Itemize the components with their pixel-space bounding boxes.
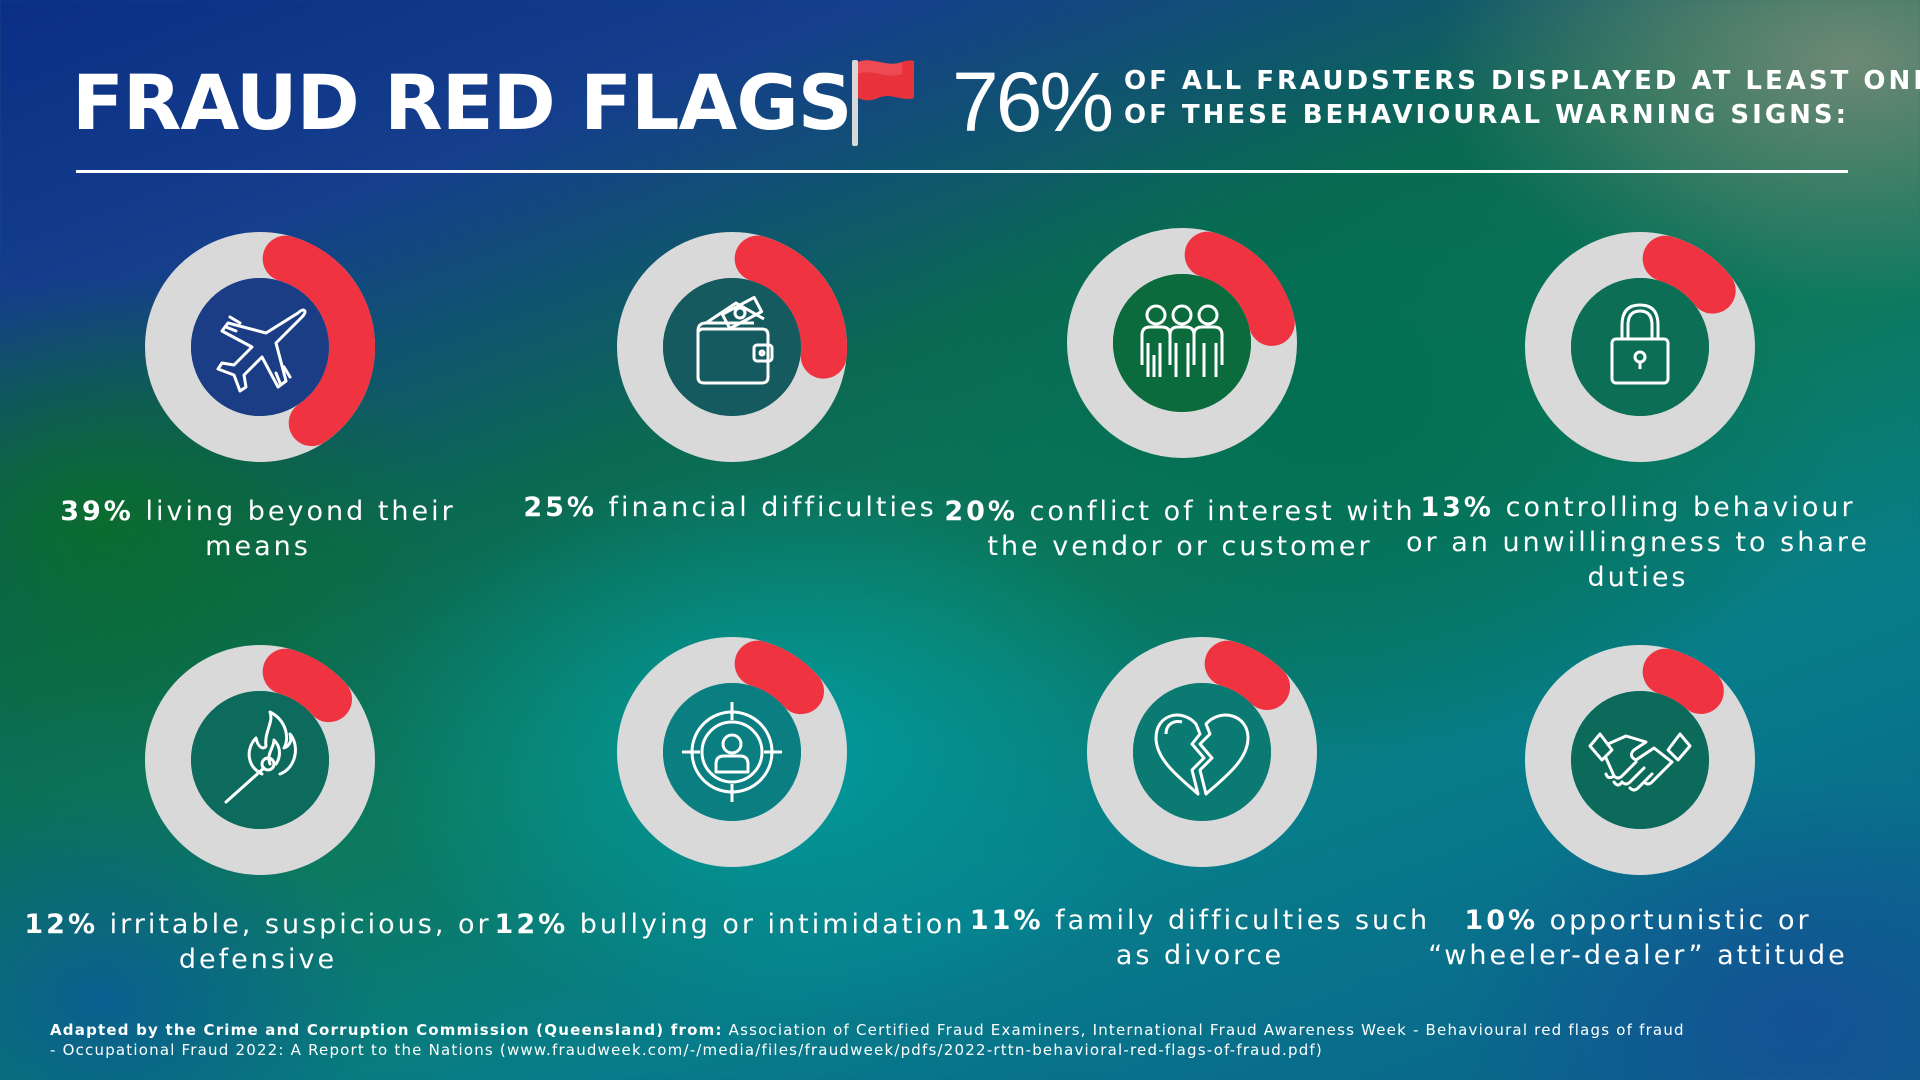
citation-line-2: - Occupational Fraud 2022: A Report to t…	[50, 1041, 1323, 1059]
flag-card: 39% living beyond their means	[18, 232, 498, 652]
flag-caption: 20% conflict of interest with the vendor…	[940, 494, 1420, 564]
percentage-ring	[1067, 228, 1297, 458]
flag-card: 25% financial difficulties	[490, 232, 970, 652]
flag-card: 11% family difficulties such as divorce	[960, 637, 1440, 1057]
target-person-icon	[682, 702, 782, 802]
flag-card: 20% conflict of interest with the vendor…	[940, 228, 1420, 648]
flag-caption: 11% family difficulties such as divorce	[960, 903, 1440, 973]
percentage-arc	[1204, 640, 1291, 710]
flag-description: controlling behaviour or an unwillingnes…	[1406, 492, 1870, 593]
flag-card: 12% bullying or intimidation	[490, 637, 970, 1057]
flag-percentage: 11%	[969, 905, 1044, 936]
flag-percentage: 12%	[24, 909, 99, 940]
icon-background	[1133, 683, 1271, 821]
flag-caption: 12% irritable, suspicious, or defensive	[18, 907, 498, 977]
percentage-ring	[145, 645, 375, 875]
icon-background	[663, 278, 801, 416]
percentage-arc	[262, 648, 353, 723]
flag-description: living beyond their means	[145, 496, 456, 562]
flag-card: 12% irritable, suspicious, or defensive	[18, 645, 498, 1065]
headline-percentage: 76%	[952, 55, 1114, 149]
airplane-icon	[216, 308, 307, 393]
header: FRAUD RED FLAGS 76% OF ALL FRAUDSTERS DI…	[72, 48, 1920, 158]
flag-percentage: 13%	[1420, 492, 1494, 523]
flag-description: family difficulties such as divorce	[1055, 905, 1431, 971]
flag-caption: 25% financial difficulties	[490, 490, 970, 525]
flag-percentage: 12%	[494, 909, 569, 940]
icon-background	[191, 278, 329, 416]
citation-lead: Adapted by the Crime and Corruption Comm…	[50, 1021, 723, 1039]
percentage-arc	[734, 640, 825, 715]
headline-line-2: OF THESE BEHAVIOURAL WARNING SIGNS:	[1124, 100, 1850, 130]
flag-caption: 10% opportunistic or “wheeler-dealer” at…	[1398, 903, 1878, 973]
people-group-icon	[1140, 304, 1224, 377]
header-divider	[76, 170, 1848, 173]
percentage-ring	[1525, 645, 1755, 875]
percentage-arc	[734, 235, 847, 379]
broken-heart-icon	[1154, 713, 1250, 796]
flag-description: financial difficulties	[608, 492, 937, 523]
burning-match-icon	[224, 710, 297, 804]
flag-percentage: 39%	[60, 496, 134, 527]
flag-description: opportunistic or “wheeler-dealer” attitu…	[1428, 905, 1848, 971]
flag-caption: 39% living beyond their means	[18, 494, 498, 564]
headline-line-1: OF ALL FRAUDSTERS DISPLAYED AT LEAST ONE	[1124, 66, 1920, 96]
handshake-icon	[1588, 732, 1692, 792]
flag-percentage: 20%	[944, 496, 1018, 527]
icon-background	[1571, 278, 1709, 416]
red-flag-icon	[842, 52, 922, 152]
flag-description: bullying or intimidation	[579, 909, 966, 940]
percentage-arc	[1642, 648, 1724, 714]
source-citation: Adapted by the Crime and Corruption Comm…	[50, 1020, 1890, 1060]
percentage-arc	[1184, 231, 1295, 346]
percentage-arc	[262, 235, 375, 447]
icon-background	[1571, 691, 1709, 829]
wallet-icon	[696, 295, 774, 385]
percentage-ring	[1087, 637, 1317, 867]
percentage-ring	[1525, 232, 1755, 462]
citation-line-1: Association of Certified Fraud Examiners…	[728, 1021, 1685, 1039]
flag-description: irritable, suspicious, or defensive	[109, 909, 492, 975]
icon-background	[191, 691, 329, 829]
flag-caption: 13% controlling behaviour or an unwillin…	[1398, 490, 1878, 595]
percentage-ring	[617, 232, 847, 462]
flag-description: conflict of interest with the vendor or …	[987, 496, 1416, 562]
flag-card: 10% opportunistic or “wheeler-dealer” at…	[1398, 645, 1878, 1065]
icon-background	[1113, 274, 1251, 412]
percentage-arc	[1642, 235, 1736, 314]
flag-card: 13% controlling behaviour or an unwillin…	[1398, 232, 1878, 652]
padlock-icon	[1610, 303, 1670, 385]
flag-percentage: 10%	[1464, 905, 1539, 936]
percentage-ring	[145, 232, 375, 462]
flag-percentage: 25%	[523, 492, 597, 523]
headline-statement: OF ALL FRAUDSTERS DISPLAYED AT LEAST ONE…	[1124, 64, 1920, 132]
flag-caption: 12% bullying or intimidation	[490, 907, 970, 942]
percentage-ring	[617, 637, 847, 867]
page-title: FRAUD RED FLAGS	[72, 58, 852, 147]
